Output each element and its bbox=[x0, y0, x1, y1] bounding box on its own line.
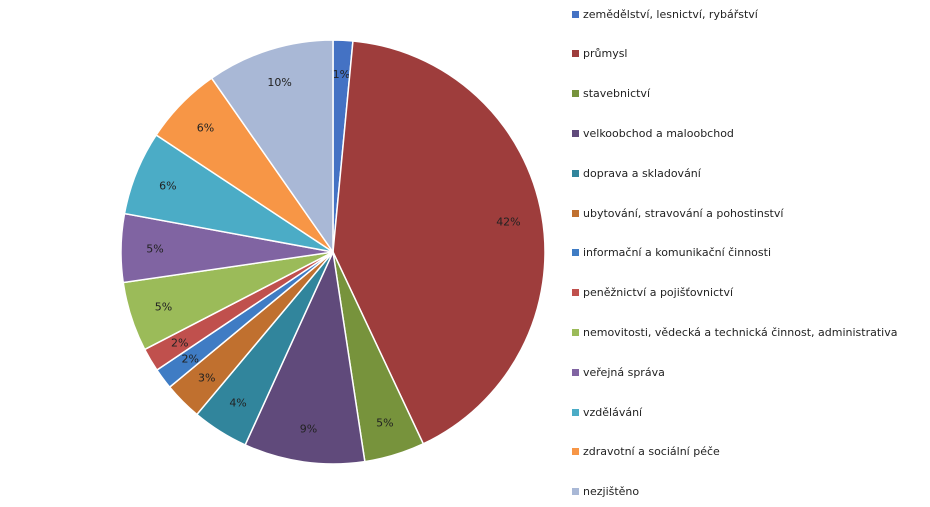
legend-item: veřejná správa bbox=[572, 365, 665, 379]
pie-slice bbox=[332, 40, 546, 445]
legend-swatch bbox=[572, 129, 579, 137]
pie-data-label: 10% bbox=[267, 76, 291, 89]
legend-swatch bbox=[572, 328, 579, 336]
legend-label: doprava a skladování bbox=[583, 166, 701, 180]
pie-chart-area: 1% 42% 5% 9% 4% 3% 2% 2% 5% 5% 6% 6% 10% bbox=[120, 39, 546, 465]
legend-item: průmysl bbox=[572, 47, 628, 61]
legend-item: vzdělávání bbox=[572, 405, 642, 419]
legend-swatch bbox=[572, 289, 579, 297]
pie-data-label: 1% bbox=[333, 68, 350, 81]
legend-item: informační a komunikační činnosti bbox=[572, 246, 771, 260]
legend-label: nezjištěno bbox=[583, 485, 640, 499]
pie-data-label: 42% bbox=[496, 215, 520, 228]
pie-data-label: 6% bbox=[197, 122, 214, 135]
pie-data-label: 3% bbox=[198, 372, 215, 385]
legend-label: vzdělávání bbox=[583, 405, 643, 419]
pie-data-label: 2% bbox=[171, 337, 188, 350]
pie-data-label: 2% bbox=[182, 352, 199, 365]
legend-swatch bbox=[572, 169, 579, 177]
legend-swatch bbox=[572, 368, 579, 376]
legend-label: peněžnictví a pojišťovnictví bbox=[583, 286, 734, 300]
legend-swatch bbox=[572, 50, 579, 58]
legend-item: doprava a skladování bbox=[572, 166, 701, 180]
pie-data-label: 6% bbox=[159, 179, 176, 192]
legend-item: zdravotní a sociální péče bbox=[572, 445, 720, 459]
pie-data-label: 5% bbox=[146, 243, 163, 256]
legend-swatch bbox=[572, 90, 579, 98]
legend-label: ubytování, stravování a pohostinství bbox=[583, 206, 784, 220]
pie-slice bbox=[244, 249, 366, 465]
legend-swatch bbox=[572, 448, 579, 456]
legend-swatch bbox=[572, 209, 579, 217]
legend-label: nemovitosti, vědecká a technická činnost… bbox=[583, 325, 898, 339]
legend-label: veřejná správa bbox=[583, 365, 665, 379]
legend-item: velkoobchod a maloobchod bbox=[572, 126, 734, 140]
legend-label: zemědělství, lesnictví, rybářství bbox=[583, 7, 758, 21]
legend-item: peněžnictví a pojišťovnictví bbox=[572, 286, 733, 300]
legend-item: zemědělství, lesnictví, rybářství bbox=[572, 7, 758, 21]
legend: zemědělství, lesnictví, rybářství průmysl… bbox=[572, 0, 924, 503]
pie-data-label: 5% bbox=[155, 300, 172, 313]
legend-item: stavebnictví bbox=[572, 87, 650, 101]
legend-label: informační a komunikační činnosti bbox=[583, 246, 772, 260]
legend-swatch bbox=[572, 408, 579, 416]
legend-swatch bbox=[572, 249, 579, 257]
legend-swatch bbox=[572, 10, 579, 18]
pie-data-label: 9% bbox=[300, 422, 317, 435]
legend-label: průmysl bbox=[583, 47, 628, 61]
legend-label: velkoobchod a maloobchod bbox=[583, 126, 734, 140]
legend-item: nezjištěno bbox=[572, 485, 639, 499]
pie-data-label: 5% bbox=[376, 416, 393, 429]
pie-chart: 1% 42% 5% 9% 4% 3% 2% 2% 5% 5% 6% 6% 10% bbox=[120, 39, 546, 465]
legend-item: nemovitosti, vědecká a technická činnost… bbox=[572, 325, 897, 339]
legend-label: stavebnictví bbox=[583, 87, 650, 101]
pie-slice bbox=[210, 39, 334, 255]
pie-data-label: 4% bbox=[229, 397, 246, 410]
legend-item: ubytování, stravování a pohostinství bbox=[572, 206, 783, 220]
legend-label: zdravotní a sociální péče bbox=[583, 445, 720, 459]
legend-swatch bbox=[572, 488, 579, 496]
